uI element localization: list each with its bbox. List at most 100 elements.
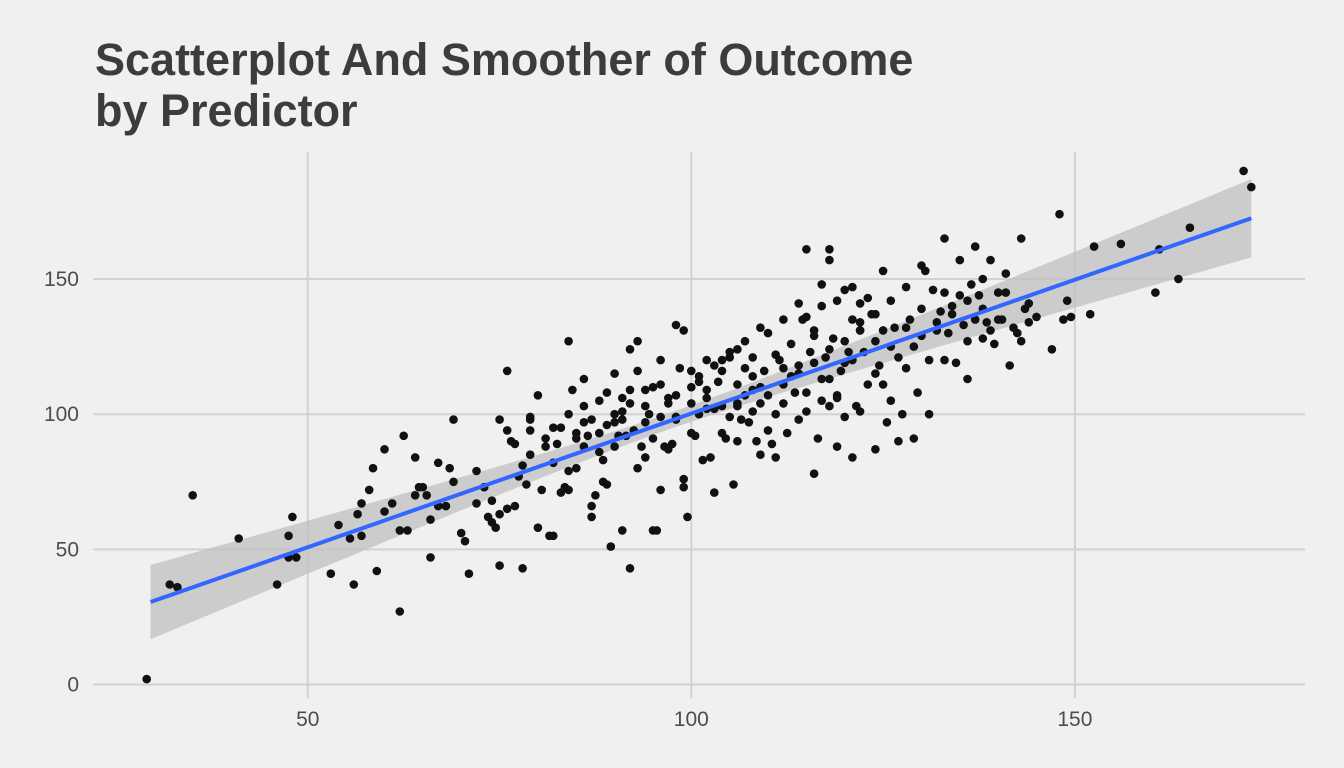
data-point: [595, 396, 604, 406]
data-point: [1059, 315, 1068, 324]
data-point: [495, 509, 504, 519]
data-point: [395, 607, 405, 616]
data-point: [882, 418, 892, 427]
data-point: [932, 318, 942, 327]
data-point: [886, 296, 896, 306]
data-point: [717, 355, 727, 365]
data-point: [917, 304, 926, 314]
data-point: [610, 409, 619, 419]
data-point: [525, 412, 535, 422]
data-point: [533, 523, 543, 532]
data-point: [901, 282, 911, 292]
data-point: [1239, 166, 1248, 176]
data-point: [756, 323, 765, 333]
data-point: [610, 442, 619, 451]
data-point: [641, 401, 650, 411]
data-point: [326, 569, 336, 578]
data-point: [909, 434, 919, 443]
data-point: [380, 507, 389, 516]
data-point: [637, 442, 646, 451]
data-point: [713, 377, 723, 387]
data-point: [633, 336, 642, 346]
data-point: [410, 491, 420, 500]
data-point: [583, 431, 593, 441]
data-point: [825, 374, 834, 384]
data-point: [644, 409, 654, 419]
data-point: [449, 477, 458, 487]
data-point: [832, 296, 842, 306]
data-point: [292, 553, 301, 562]
data-point: [579, 401, 589, 411]
data-point: [775, 355, 784, 365]
data-point: [602, 420, 612, 430]
data-point: [142, 674, 151, 684]
data-point: [1016, 234, 1026, 243]
data-point: [679, 482, 688, 492]
data-point: [871, 369, 880, 378]
data-point: [595, 428, 604, 438]
data-point: [572, 428, 581, 438]
data-point: [817, 396, 826, 406]
data-point: [572, 463, 581, 473]
data-point: [533, 391, 543, 400]
data-point: [648, 434, 658, 443]
data-point: [449, 415, 458, 424]
data-point: [940, 355, 949, 365]
data-point: [871, 309, 880, 319]
data-point: [641, 385, 650, 395]
data-point: [779, 399, 788, 408]
data-point: [664, 399, 673, 408]
data-point: [940, 234, 949, 243]
data-point: [522, 480, 531, 489]
data-point: [702, 393, 711, 403]
data-point: [687, 382, 696, 392]
data-point: [871, 336, 880, 346]
data-point: [794, 415, 803, 424]
data-point: [886, 396, 896, 406]
x-tick-label: 50: [296, 708, 319, 731]
data-point: [936, 307, 945, 316]
data-point: [595, 447, 604, 457]
data-point: [518, 461, 527, 470]
data-point: [986, 255, 995, 265]
data-point: [813, 434, 823, 443]
data-point: [502, 504, 512, 514]
data-point: [802, 388, 811, 397]
data-point: [441, 501, 451, 511]
data-point: [556, 423, 566, 433]
data-point: [805, 347, 815, 357]
data-point: [625, 564, 635, 573]
data-point: [702, 385, 711, 395]
data-point: [779, 315, 788, 324]
data-point: [495, 415, 504, 424]
data-point: [165, 580, 174, 589]
data-point: [844, 347, 853, 357]
data-point: [771, 409, 780, 419]
data-point: [786, 339, 796, 349]
data-point: [625, 385, 635, 395]
data-point: [740, 363, 750, 373]
data-point: [552, 439, 562, 449]
data-point: [702, 355, 711, 365]
data-point: [399, 431, 409, 441]
data-point: [618, 415, 627, 424]
data-point: [763, 426, 773, 435]
data-point: [687, 366, 696, 376]
data-point: [955, 291, 965, 300]
data-point: [940, 288, 949, 297]
data-point: [802, 312, 811, 322]
data-point: [549, 531, 558, 541]
data-point: [944, 328, 953, 338]
data-point: [1032, 312, 1041, 322]
data-point: [790, 388, 800, 397]
data-point: [345, 534, 355, 543]
data-point: [748, 372, 757, 381]
data-point: [1062, 296, 1072, 306]
data-point: [687, 399, 696, 408]
data-point: [368, 463, 378, 473]
data-point: [188, 491, 197, 500]
data-point: [863, 293, 873, 303]
data-point: [1185, 223, 1195, 232]
data-point: [510, 439, 520, 449]
